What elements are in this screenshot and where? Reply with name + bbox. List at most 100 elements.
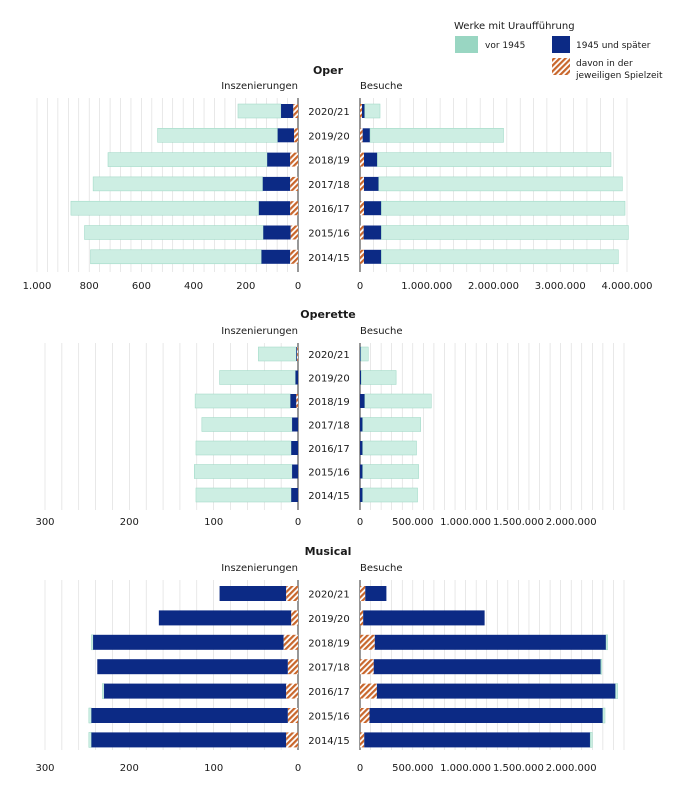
musical-left-tick-label: 300 xyxy=(35,763,54,774)
oper-bar-right-vor-1945 xyxy=(381,200,626,216)
musical-bar-left-uraufgefuehrt xyxy=(291,610,298,626)
musical-bar-right-1945-und-spaeter xyxy=(369,708,603,723)
legend-label-vor-1945: vor 1945 xyxy=(485,41,525,51)
musical-category-label: 2016/17 xyxy=(308,687,350,698)
oper-left-tick-label: 400 xyxy=(184,281,203,292)
oper-category-label: 2017/18 xyxy=(308,180,350,191)
operette-bar-right-1945-und-spaeter xyxy=(360,417,363,432)
operette-bar-right-1945-und-spaeter xyxy=(360,441,363,455)
musical-bar-left-uraufgefuehrt xyxy=(286,586,298,601)
musical-bar-right-uraufgefuehrt xyxy=(360,708,370,723)
musical-category-label: 2020/21 xyxy=(308,590,350,601)
musical-title: Musical xyxy=(305,545,352,558)
operette-bar-right-1945-und-spaeter xyxy=(360,347,361,361)
operette-bars xyxy=(194,346,432,503)
musical-category-label: 2015/16 xyxy=(308,712,350,723)
oper-left-tick-label: 0 xyxy=(295,281,301,292)
oper-tick-labels: 1.000 800 600 400 200 0 0 1.000.000 2.000.000 3.0… xyxy=(23,281,653,292)
oper-bar-left-1945-und-spaeter xyxy=(267,152,291,167)
oper-right-tick-label: 2.000.000 xyxy=(468,281,519,292)
oper-bar-right-1945-und-spaeter xyxy=(362,104,365,118)
musical-bar-left-1945-und-spaeter xyxy=(91,708,288,723)
operette-bar-right-vor-1945 xyxy=(361,370,397,385)
operette-bar-left-1945-und-spaeter xyxy=(296,347,298,361)
operette-right-tick-label: 1.500.000 xyxy=(493,517,544,528)
operette-bar-left-1945-und-spaeter xyxy=(290,394,297,408)
operette-category-label: 2017/18 xyxy=(308,421,350,432)
operette-left-tick-label: 200 xyxy=(120,517,139,528)
musical-bar-left-1945-und-spaeter xyxy=(93,634,284,650)
musical-right-tick-label: 2.000.000 xyxy=(546,763,597,774)
musical-bar-right-uraufgefuehrt xyxy=(360,634,375,650)
oper-bar-right-uraufgefuehrt xyxy=(360,104,363,118)
oper-bar-left-uraufgefuehrt xyxy=(290,249,298,264)
oper-bar-right-1945-und-spaeter xyxy=(364,201,382,216)
oper-category-label: 2016/17 xyxy=(308,204,350,215)
oper-bar-right-1945-und-spaeter xyxy=(362,128,371,143)
musical-bar-right-1945-und-spaeter xyxy=(374,634,607,650)
musical-left-tick-label: 0 xyxy=(295,763,301,774)
operette-right-tick-label: 2.000.000 xyxy=(546,517,597,528)
oper-bar-right-vor-1945 xyxy=(378,176,623,192)
musical-bar-left-uraufgefuehrt xyxy=(286,732,298,748)
musical-bar-left-uraufgefuehrt xyxy=(287,659,298,675)
musical-bar-right-vor-1945 xyxy=(605,634,608,651)
operette-bar-right-vor-1945 xyxy=(364,393,432,409)
musical-category-label: 2019/20 xyxy=(308,614,350,625)
operette-bar-right-vor-1945 xyxy=(360,346,369,362)
operette-bar-left-uraufgefuehrt xyxy=(297,347,298,361)
operette-bar-left-vor-1945 xyxy=(258,346,297,362)
musical-right-tick-label: 1.000.000 xyxy=(440,763,491,774)
operette-bar-right-vor-1945 xyxy=(362,440,417,456)
oper-bar-left-uraufgefuehrt xyxy=(290,176,298,191)
oper-bar-left-uraufgefuehrt xyxy=(290,152,298,167)
oper-bar-left-1945-und-spaeter xyxy=(262,176,291,191)
oper-bar-left-vor-1945 xyxy=(92,176,264,192)
legend-swatch-1945-und-spaeter xyxy=(552,36,570,53)
operette-bar-right-1945-und-spaeter xyxy=(360,488,363,502)
operette-right-tick-label: 1.000.000 xyxy=(440,517,491,528)
musical-bar-left-uraufgefuehrt xyxy=(286,683,298,699)
oper-category-label: 2018/19 xyxy=(308,156,350,167)
oper-bar-right-1945-und-spaeter xyxy=(363,225,382,240)
oper-bar-left-vor-1945 xyxy=(157,128,278,143)
operette-bar-left-uraufgefuehrt xyxy=(296,394,298,408)
musical-bar-left-1945-und-spaeter xyxy=(97,659,288,675)
musical-bar-right-uraufgefuehrt xyxy=(360,683,377,699)
operette-right-label: Besuche xyxy=(360,326,403,337)
musical-bar-right-uraufgefuehrt xyxy=(360,610,364,626)
oper-left-label: Inszenierungen xyxy=(221,81,298,92)
operette-right-tick-label: 500.000 xyxy=(392,517,433,528)
musical-category-label: 2017/18 xyxy=(308,663,350,674)
oper-bar-left-uraufgefuehrt xyxy=(293,104,298,118)
oper-bar-right-vor-1945 xyxy=(377,152,612,167)
oper-category-label: 2019/20 xyxy=(308,131,350,142)
musical-left-tick-label: 100 xyxy=(204,763,223,774)
legend-label-uraufgefuehrt-line1: davon in der xyxy=(576,59,633,69)
legend-swatch-vor-1945 xyxy=(455,36,478,53)
oper-right-tick-label: 0 xyxy=(357,281,363,292)
operette-bar-right-1945-und-spaeter xyxy=(360,370,362,385)
oper-title: Oper xyxy=(313,64,344,77)
oper-bar-left-uraufgefuehrt xyxy=(290,201,298,216)
musical-bar-right-vor-1945 xyxy=(615,683,618,699)
operette-category-label: 2015/16 xyxy=(308,468,350,479)
oper-bar-right-uraufgefuehrt xyxy=(360,201,365,216)
oper-bar-right-vor-1945 xyxy=(381,225,629,240)
operette-category-label: 2018/19 xyxy=(308,397,350,408)
musical-bar-left-uraufgefuehrt xyxy=(287,708,298,723)
oper-category-label: 2015/16 xyxy=(308,229,350,240)
musical-bar-left-vor-1945 xyxy=(88,732,92,748)
oper-right-tick-label: 1.000.000 xyxy=(401,281,452,292)
oper-bars xyxy=(70,103,629,265)
operette-left-tick-label: 300 xyxy=(35,517,54,528)
musical-bar-right-uraufgefuehrt xyxy=(360,586,366,601)
musical-bar-left-uraufgefuehrt xyxy=(283,634,298,650)
musical-right-tick-label: 500.000 xyxy=(392,763,433,774)
musical-bar-right-vor-1945 xyxy=(589,732,593,748)
musical-bars xyxy=(88,586,618,748)
musical-bar-left-1945-und-spaeter xyxy=(91,732,287,748)
operette-left-tick-label: 100 xyxy=(204,517,223,528)
musical-bar-right-1945-und-spaeter xyxy=(376,683,616,699)
